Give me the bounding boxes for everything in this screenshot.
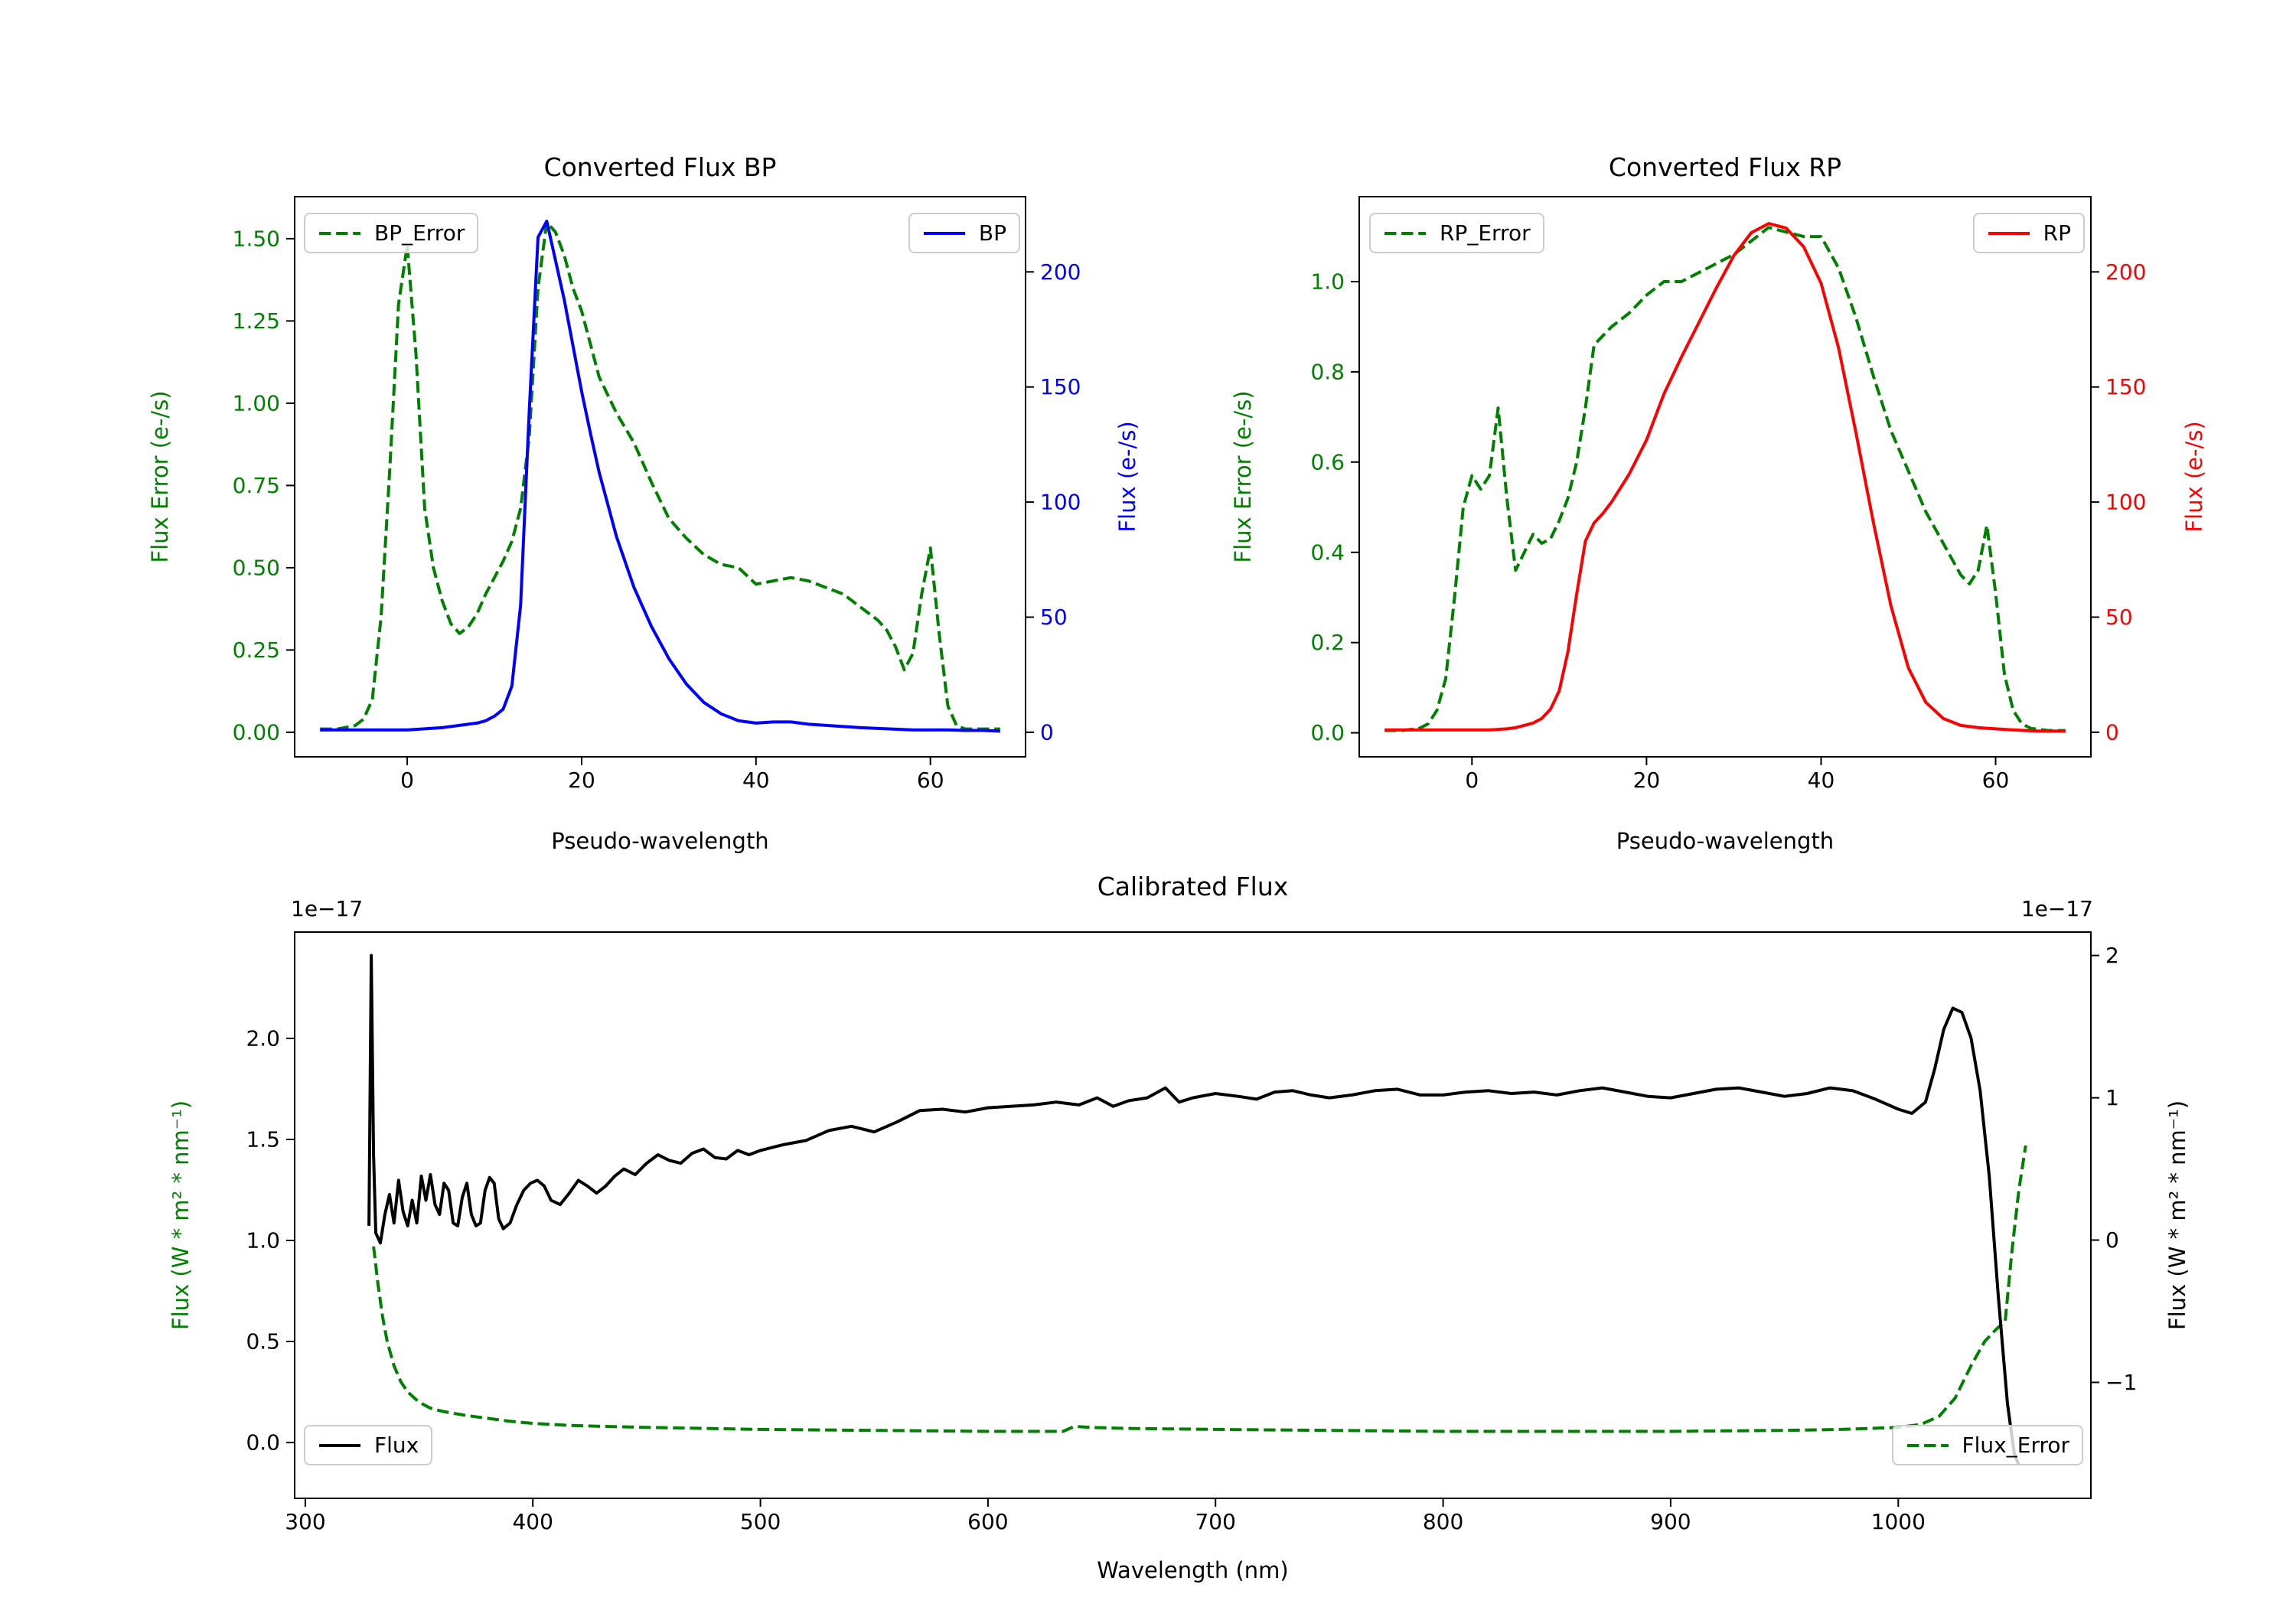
offset-text-left: 1e−17 — [291, 896, 364, 921]
y-tick-label-right: 2 — [2105, 943, 2119, 968]
x-axis-label: Pseudo-wavelength — [1616, 828, 1835, 854]
y-axis-label-left: Flux (W * m² * nm⁻¹) — [168, 1100, 194, 1331]
y-tick-label-left: 1.0 — [246, 1228, 280, 1253]
plot-canvas: 300 400 500 600 700 800 900 1000 0.0 0.5 1.0 1.5 2.0… — [246, 931, 2137, 1534]
x-tick-label: 40 — [1808, 768, 1835, 793]
x-tick-label: 20 — [568, 768, 595, 793]
y-tick-label-left: 0.6 — [1310, 449, 1345, 474]
x-tick-label: 400 — [512, 1509, 553, 1534]
axes-frame — [1358, 196, 2092, 758]
legend-line-sample — [1384, 231, 1426, 235]
y-tick-label-left: 1.50 — [233, 226, 280, 251]
y-tick-label-right: 150 — [2105, 374, 2146, 399]
y-tick-label-right: 100 — [1040, 490, 1081, 515]
chart-title: Converted Flux BP — [543, 152, 777, 182]
x-tick-label: 700 — [1195, 1509, 1235, 1534]
x-tick-label: 0 — [1465, 768, 1479, 793]
legend-flux: Flux — [304, 1425, 433, 1465]
y-tick-label-left: 0.0 — [1310, 720, 1345, 745]
chart-converted-flux-rp: Converted Flux RP 0 20 40 60 0.0 0.2 0.4 0.6 0.8… — [1230, 152, 2207, 854]
y-tick-label-left: 0.0 — [246, 1430, 280, 1455]
flux-error-series — [372, 1145, 2027, 1433]
legend-label: RP_Error — [1440, 220, 1531, 246]
x-tick-label: 300 — [285, 1509, 325, 1534]
chart-converted-flux-bp: Converted Flux BP 0 20 40 60 0.00 0.25 0.50 0.7… — [147, 152, 1140, 854]
y-tick-label-left: 1.0 — [1310, 269, 1345, 295]
y-axis-label-right: Flux (W * m² * nm⁻¹) — [2164, 1100, 2190, 1331]
y-axis-label-left: Flux Error (e-/s) — [1230, 390, 1256, 563]
x-axis-label: Pseudo-wavelength — [551, 828, 769, 854]
y-tick-label-right: 0 — [2105, 1227, 2119, 1253]
y-tick-label-left: 0.8 — [1310, 359, 1345, 384]
x-tick-label: 60 — [1982, 768, 2010, 793]
legend-line-sample — [1906, 1443, 1949, 1447]
y-tick-label-right: −1 — [2105, 1370, 2137, 1395]
legend-line-sample — [319, 231, 360, 235]
legend-label: Flux — [374, 1433, 419, 1458]
y-tick-label-right: 1 — [2105, 1085, 2119, 1110]
y-tick-label-left: 0.25 — [233, 637, 280, 663]
y-tick-label-right: 50 — [1040, 605, 1068, 630]
legend-rp-error: RP_Error — [1369, 213, 1544, 253]
x-tick-label: 500 — [740, 1509, 781, 1534]
legend-bp-error: BP_Error — [304, 213, 479, 253]
x-axis-label: Wavelength (nm) — [1097, 1557, 1289, 1583]
legend-flux-error: Flux_Error — [1891, 1425, 2083, 1465]
legend-label: Flux_Error — [1962, 1433, 2069, 1458]
chart-calibrated-flux: Calibrated Flux 300 400 500 600 700 800 900 100… — [168, 872, 2190, 1583]
flux-series — [367, 953, 2020, 1466]
x-tick-label: 600 — [967, 1509, 1008, 1534]
y-tick-label-right: 0 — [2105, 719, 2119, 745]
chart-title: Calibrated Flux — [1097, 872, 1289, 901]
y-tick-label-left: 2.0 — [246, 1026, 280, 1051]
rp-series — [1384, 222, 2066, 733]
legend-label: RP — [2043, 220, 2071, 246]
x-tick-label: 40 — [742, 768, 770, 793]
x-tick-label: 60 — [917, 768, 944, 793]
x-tick-label: 800 — [1423, 1509, 1463, 1534]
axes-frame — [294, 196, 1026, 758]
y-tick-label-left: 1.25 — [233, 308, 280, 334]
legend-label: BP — [978, 220, 1006, 246]
y-tick-label-left: 0.2 — [1310, 630, 1345, 655]
legend-rp: RP — [1972, 213, 2085, 253]
legend-line-sample — [319, 1443, 360, 1447]
legend-bp: BP — [908, 213, 1020, 253]
y-tick-label-left: 1.00 — [233, 390, 280, 416]
legend-line-sample — [1988, 231, 2030, 235]
y-tick-label-left: 0.4 — [1310, 539, 1345, 565]
y-tick-label-left: 0.75 — [233, 473, 280, 498]
x-tick-label: 1000 — [1871, 1509, 1926, 1534]
y-tick-label-right: 100 — [2105, 490, 2146, 515]
plot-canvas: 0 20 40 60 0.00 0.25 0.50 0.75 1.00 1.25 1.50 0 50 10… — [233, 196, 1081, 793]
y-tick-label-right: 200 — [1040, 259, 1081, 285]
plot-canvas: 0 20 40 60 0.0 0.2 0.4 0.6 0.8 1.0 0 50 100 150 200 — [1310, 196, 2146, 793]
y-axis-label-right: Flux (e-/s) — [2181, 421, 2207, 533]
y-tick-label-right: 0 — [1040, 719, 1054, 745]
y-tick-label-right: 50 — [2105, 605, 2133, 630]
chart-title: Converted Flux RP — [1608, 152, 1842, 182]
bp-error-series — [320, 220, 1000, 731]
y-tick-label-left: 0.00 — [233, 719, 280, 745]
y-axis-label-left: Flux Error (e-/s) — [147, 390, 173, 563]
rp-error-series — [1384, 226, 2066, 732]
y-axis-label-right: Flux (e-/s) — [1114, 421, 1140, 533]
y-tick-label-left: 0.5 — [246, 1329, 280, 1354]
y-tick-label-left: 0.50 — [233, 555, 280, 580]
x-tick-label: 20 — [1633, 768, 1661, 793]
offset-text-right: 1e−17 — [2020, 896, 2093, 921]
bp-series — [320, 220, 1000, 733]
axes-frame — [294, 931, 2092, 1499]
y-tick-label-right: 200 — [2105, 259, 2146, 285]
x-tick-label: 900 — [1650, 1509, 1691, 1534]
legend-label: BP_Error — [374, 220, 465, 246]
y-tick-label-left: 1.5 — [246, 1127, 280, 1152]
x-tick-label: 0 — [400, 768, 414, 793]
legend-line-sample — [923, 231, 965, 235]
y-tick-label-right: 150 — [1040, 374, 1081, 399]
